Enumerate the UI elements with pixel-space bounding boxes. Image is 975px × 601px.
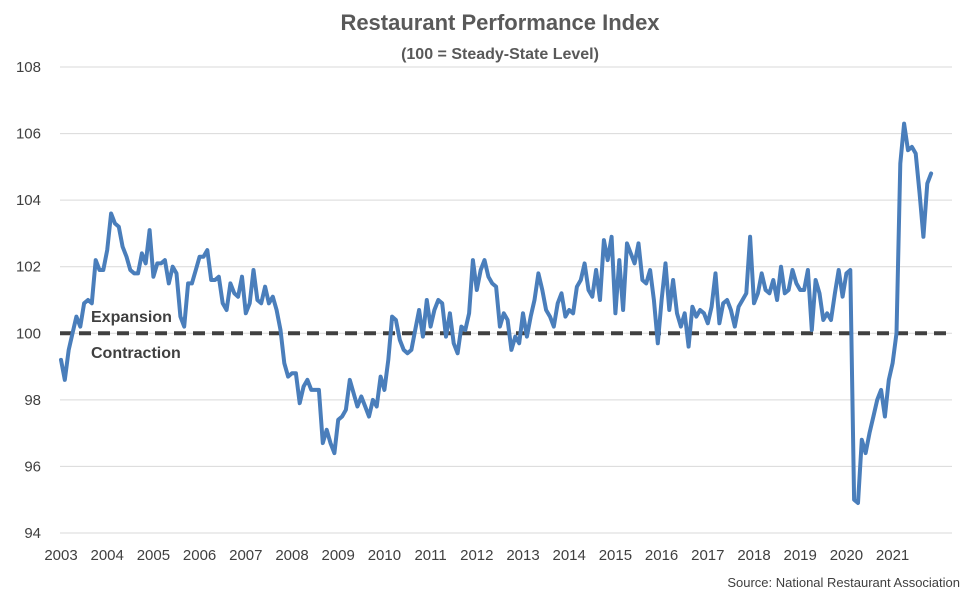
chart-title: Restaurant Performance Index [340,10,660,35]
x-tick-label: 2015 [599,547,632,564]
x-tick-label: 2020 [830,547,863,564]
chart-subtitle: (100 = Steady-State Level) [401,46,599,63]
y-tick-label: 108 [16,59,41,76]
x-tick-label: 2005 [137,547,170,564]
x-tick-label: 2010 [368,547,401,564]
x-tick-label: 2019 [784,547,817,564]
y-tick-label: 102 [16,259,41,276]
series-layer [59,121,934,505]
y-tick-label: 106 [16,126,41,143]
y-tick-label: 104 [16,192,41,209]
x-tick-label: 2014 [553,547,586,564]
y-tick-label: 94 [24,525,41,542]
expansion-label: Expansion [91,309,172,326]
x-tick-label: 2003 [44,547,77,564]
x-tick-label: 2012 [460,547,493,564]
contraction-label: Contraction [91,345,181,362]
y-axis-ticks: 94 96 98 100 102 104 106 108 [16,59,41,542]
series-line [59,121,934,505]
gridlines [60,66,952,467]
x-tick-label: 2011 [414,547,446,564]
source-note: Source: National Restaurant Association [727,575,960,590]
x-tick-label: 2008 [275,547,308,564]
x-tick-label: 2021 [876,547,909,564]
y-tick-label: 96 [24,458,41,475]
x-tick-label: 2009 [322,547,355,564]
y-tick-label: 100 [16,325,41,342]
x-tick-label: 2004 [91,547,124,564]
x-tick-label: 2018 [737,547,770,564]
x-tick-label: 2017 [691,547,724,564]
x-tick-label: 2006 [183,547,216,564]
x-tick-label: 2016 [645,547,678,564]
x-axis-ticks: 2003 2004 2005 2006 2007 2008 2009 2010 2011 2012… [44,547,909,564]
x-tick-label: 2007 [229,547,262,564]
y-tick-label: 98 [24,392,41,409]
x-tick-label: 2013 [506,547,539,564]
